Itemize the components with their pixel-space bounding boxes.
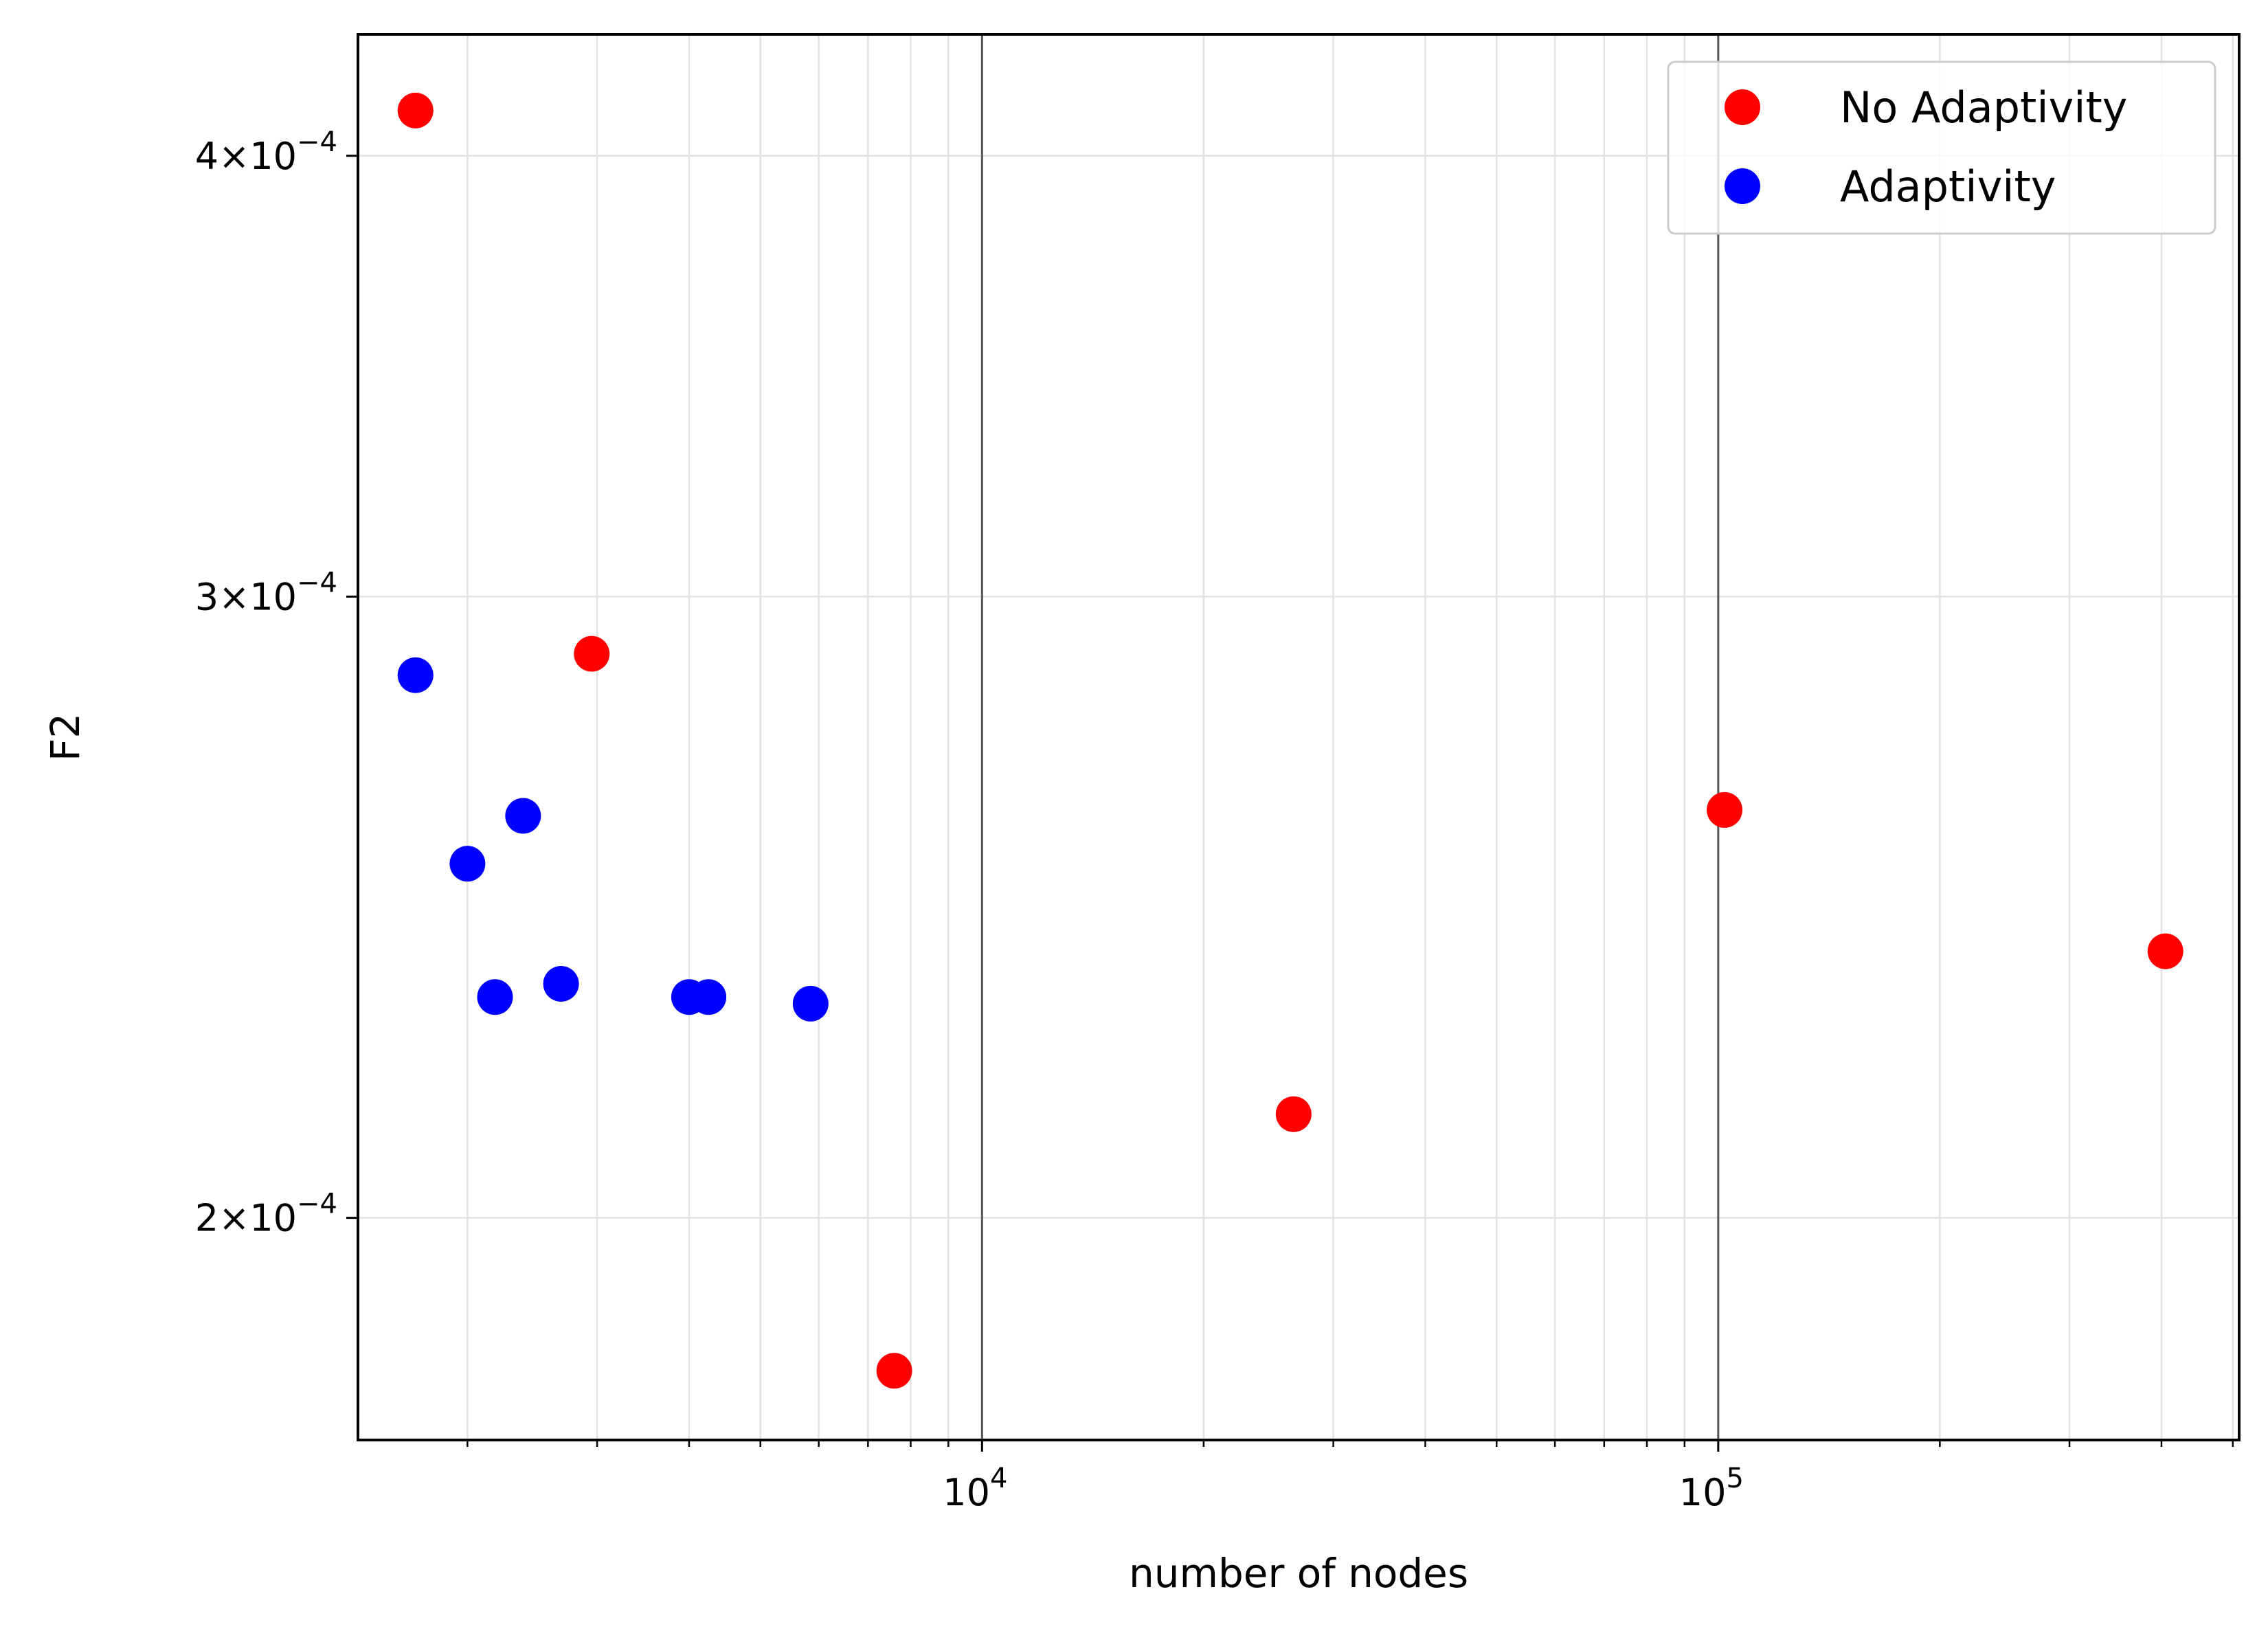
data-point (1707, 791, 1743, 828)
y-tick-label: 3×10−4 (195, 567, 337, 618)
data-point (690, 979, 727, 1015)
y-tick-exponent: −4 (297, 1189, 337, 1220)
legend-label: Adaptivity (1840, 161, 2056, 212)
plot-frame (357, 33, 2241, 1441)
data-point (543, 965, 579, 1002)
data-point (449, 846, 486, 882)
legend-label: No Adaptivity (1840, 82, 2128, 133)
data-point (477, 979, 513, 1015)
data-point (1275, 1096, 1312, 1132)
y-tick-exponent: −4 (297, 567, 337, 598)
y-tick-coef: 3 (195, 575, 218, 618)
x-tick-exponent: 5 (1726, 1463, 1743, 1494)
y-tick-label: 4×10−4 (195, 126, 337, 178)
x-tick-exponent: 4 (990, 1463, 1007, 1494)
legend-marker (1725, 168, 1760, 204)
data-point (397, 92, 434, 128)
y-tick-base: 10 (249, 1197, 297, 1240)
data-point (397, 657, 434, 693)
y-tick-coef: 4 (195, 135, 218, 178)
y-tick-coef: 2 (195, 1197, 218, 1240)
data-point (792, 985, 829, 1022)
data-point (505, 798, 541, 834)
x-tick-label: 105 (1679, 1463, 1744, 1514)
legend-marker (1725, 89, 1760, 125)
y-axis-label: F2 (42, 713, 89, 761)
data-points (397, 92, 2183, 1389)
y-axis-ticks: 4×10−43×10−42×10−4 (195, 126, 358, 1240)
x-axis-ticks: 104 105 (467, 1440, 2234, 1514)
x-tick-label: 104 (943, 1463, 1007, 1514)
data-point (876, 1353, 912, 1389)
x-axis-label: number of nodes (1129, 1550, 1468, 1597)
major-grid (980, 34, 1720, 1440)
y-tick-label: 2×10−4 (195, 1189, 337, 1240)
data-point (574, 635, 610, 672)
legend-frame (1667, 60, 2216, 235)
y-tick-base: 10 (249, 575, 297, 618)
x-tick-base: 10 (1679, 1471, 1727, 1514)
y-tick-times: × (218, 1197, 249, 1240)
y-tick-exponent: −4 (297, 126, 337, 158)
legend: No Adaptivity Adaptivity (1667, 60, 2216, 235)
y-tick-times: × (218, 575, 249, 618)
y-tick-base: 10 (249, 135, 297, 178)
x-tick-base: 10 (943, 1471, 990, 1514)
data-point (2147, 933, 2183, 969)
y-tick-times: × (218, 135, 249, 178)
